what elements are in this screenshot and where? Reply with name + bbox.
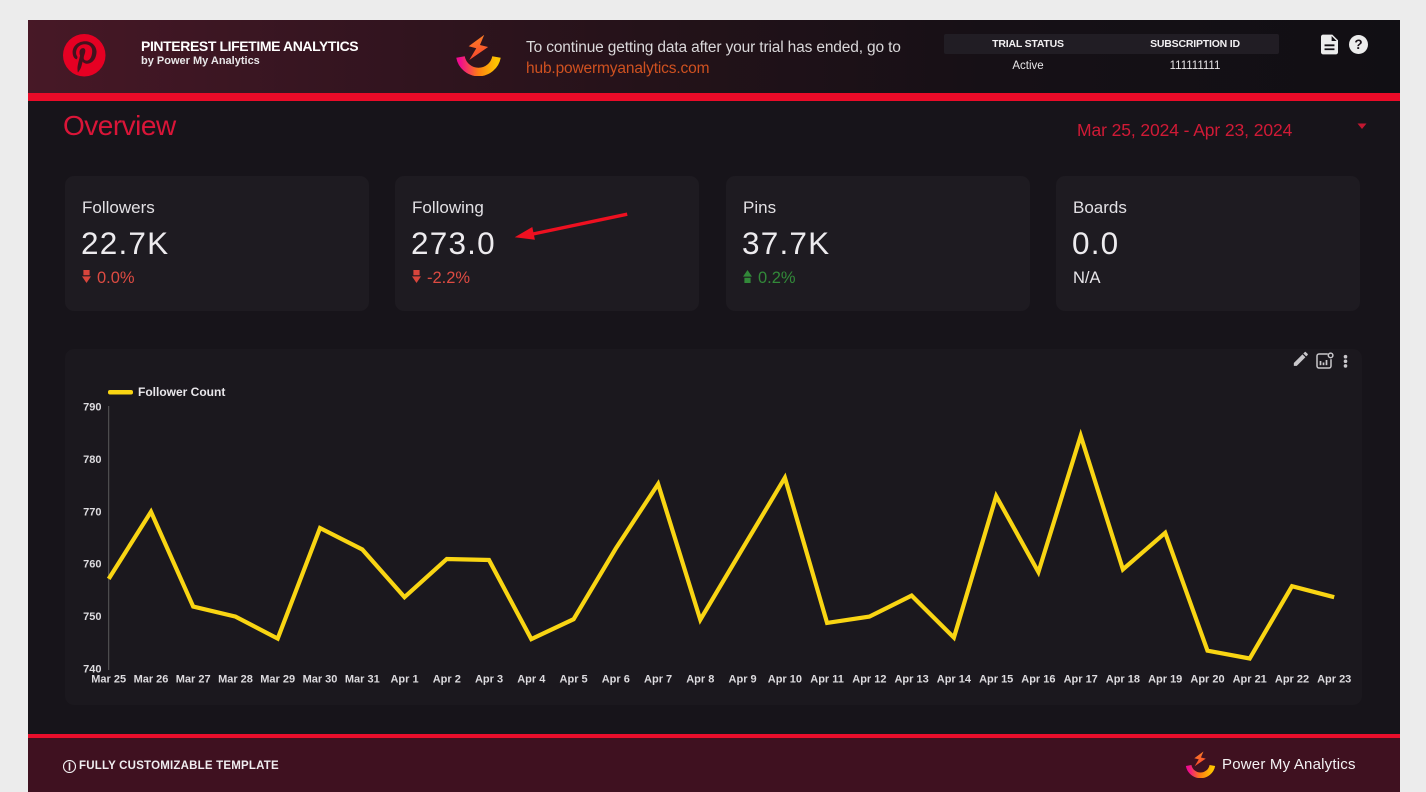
svg-text:760: 760: [83, 559, 101, 571]
svg-text:Apr 5: Apr 5: [560, 674, 588, 686]
svg-text:Apr 15: Apr 15: [979, 674, 1013, 686]
svg-text:Apr 8: Apr 8: [686, 674, 714, 686]
svg-text:Apr 21: Apr 21: [1233, 674, 1267, 686]
svg-text:740: 740: [83, 664, 101, 676]
svg-text:Mar 27: Mar 27: [176, 674, 211, 686]
svg-text:780: 780: [83, 454, 101, 466]
svg-text:Mar 30: Mar 30: [303, 674, 338, 686]
svg-text:Apr 3: Apr 3: [475, 674, 503, 686]
svg-text:Mar 29: Mar 29: [260, 674, 295, 686]
svg-text:Apr 18: Apr 18: [1106, 674, 1140, 686]
svg-text:Apr 22: Apr 22: [1275, 674, 1309, 686]
svg-text:Apr 20: Apr 20: [1190, 674, 1224, 686]
svg-text:790: 790: [83, 402, 101, 414]
svg-text:Mar 28: Mar 28: [218, 674, 253, 686]
svg-text:Mar 25: Mar 25: [91, 674, 126, 686]
svg-text:770: 770: [83, 506, 101, 518]
svg-text:?: ?: [1354, 37, 1362, 52]
svg-text:750: 750: [83, 611, 101, 623]
svg-text:Apr 17: Apr 17: [1064, 674, 1098, 686]
svg-text:Apr 10: Apr 10: [768, 674, 802, 686]
svg-text:Apr 23: Apr 23: [1317, 674, 1351, 686]
svg-text:Mar 26: Mar 26: [134, 674, 169, 686]
svg-text:Apr 2: Apr 2: [433, 674, 461, 686]
svg-text:Apr 19: Apr 19: [1148, 674, 1182, 686]
svg-text:Apr 9: Apr 9: [729, 674, 757, 686]
svg-text:Apr 4: Apr 4: [517, 674, 546, 686]
svg-text:Apr 6: Apr 6: [602, 674, 630, 686]
svg-text:Apr 14: Apr 14: [937, 674, 972, 686]
svg-text:Follower Count: Follower Count: [138, 385, 225, 399]
svg-text:Mar 31: Mar 31: [345, 674, 380, 686]
svg-text:Apr 11: Apr 11: [810, 674, 844, 686]
svg-text:Apr 7: Apr 7: [644, 674, 672, 686]
svg-text:Apr 13: Apr 13: [894, 674, 928, 686]
svg-text:Apr 12: Apr 12: [852, 674, 886, 686]
svg-text:Apr 16: Apr 16: [1021, 674, 1055, 686]
svg-text:Apr 1: Apr 1: [390, 674, 418, 686]
